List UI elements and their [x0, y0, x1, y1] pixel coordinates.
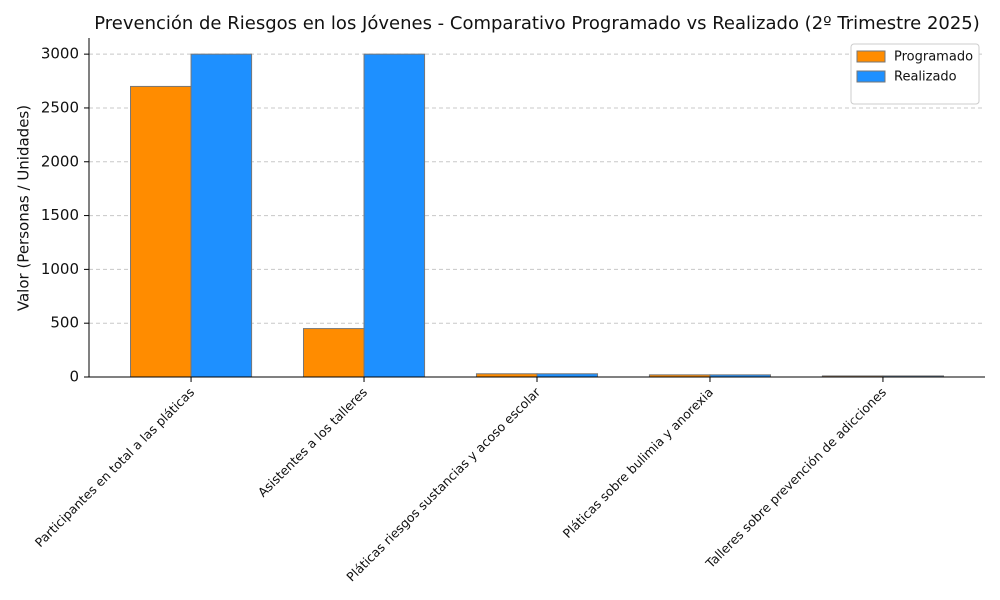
y-tick-label: 2000 — [41, 152, 79, 170]
y-tick-label: 1000 — [41, 260, 79, 278]
x-tick-label: Participantes en total a las pláticas — [32, 385, 197, 550]
y-tick-label: 1500 — [41, 206, 79, 224]
chart-title: Prevención de Riesgos en los Jóvenes - C… — [94, 13, 980, 34]
legend-swatch — [856, 70, 886, 83]
y-tick-label: 3000 — [41, 45, 79, 63]
y-tick-label: 2500 — [41, 98, 79, 116]
bar — [190, 53, 253, 378]
y-tick-label: 500 — [50, 314, 79, 332]
legend-label: Realizado — [894, 70, 957, 85]
x-tick-label: Asistentes a los talleres — [255, 385, 370, 500]
bar — [302, 328, 365, 378]
legend-swatch — [856, 50, 886, 63]
x-tick-label: Talleres sobre prevención de adicciones — [702, 385, 889, 572]
bar — [130, 85, 192, 378]
y-axis-label: Valor (Personas / Unidades) — [15, 105, 33, 311]
legend-label: Programado — [894, 50, 973, 65]
x-tick-label: Pláticas riesgos sustancias y acoso esco… — [343, 384, 543, 584]
y-tick-label: 0 — [69, 368, 79, 386]
bar — [363, 53, 426, 378]
x-tick-label: Pláticas sobre bulimia y anorexia — [560, 385, 716, 541]
